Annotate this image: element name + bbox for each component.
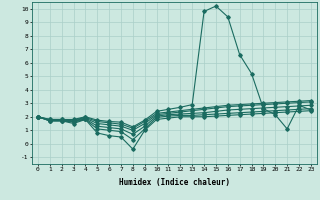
X-axis label: Humidex (Indice chaleur): Humidex (Indice chaleur) (119, 178, 230, 187)
